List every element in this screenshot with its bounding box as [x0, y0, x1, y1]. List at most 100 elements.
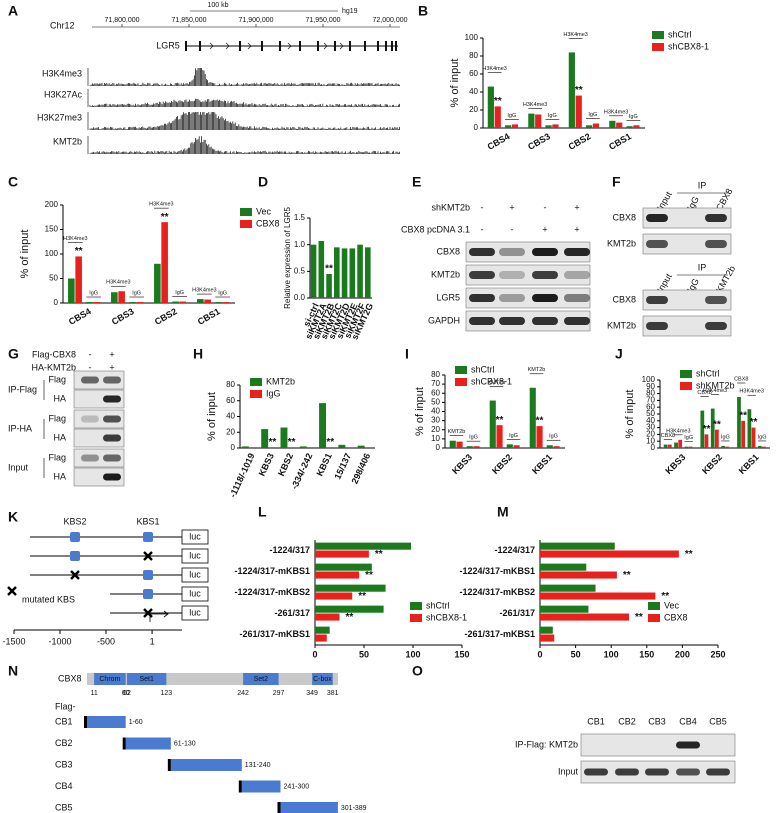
bar — [506, 444, 513, 448]
coordinate: 71,950,000 — [305, 17, 340, 24]
y-tick-label: 0 — [54, 298, 59, 307]
domain-end: 123 — [160, 690, 172, 697]
y-tick-label: 0 — [231, 443, 236, 452]
bar-annotation: KMT2b — [448, 429, 466, 435]
panel-label: I — [405, 346, 409, 362]
domain-start: 242 — [237, 690, 249, 697]
bar — [315, 634, 327, 642]
legend-label: CBX8 — [256, 218, 280, 228]
x-tick-label: 0 — [537, 649, 542, 659]
condition-sign: + — [574, 202, 579, 212]
exon — [391, 41, 393, 51]
bar — [616, 122, 623, 128]
bar — [334, 247, 340, 298]
band — [469, 317, 495, 325]
bar — [529, 387, 536, 448]
bar — [346, 447, 354, 448]
row-label: HA — [53, 471, 66, 481]
bar — [540, 626, 553, 634]
bar — [341, 248, 348, 298]
exon — [279, 41, 281, 51]
construct-name: CB2 — [55, 738, 73, 748]
significance: ** — [375, 549, 383, 560]
bar — [315, 626, 330, 634]
construct-name: CB3 — [55, 759, 73, 769]
significance: ** — [536, 416, 544, 427]
block-label: IP-Flag — [8, 384, 37, 394]
significance: ** — [494, 96, 502, 107]
y-tick-label: 0 — [474, 123, 479, 132]
exon — [185, 41, 187, 51]
bar-annotation: IgG — [548, 113, 557, 119]
domain-end: 60 — [122, 690, 130, 697]
exon — [261, 41, 263, 51]
row-label: KMT2b — [431, 269, 460, 279]
bar — [667, 444, 672, 448]
band — [103, 434, 121, 442]
bar — [540, 613, 629, 621]
axis-label: 1 — [150, 636, 155, 646]
track-label: H3K4me3 — [42, 68, 82, 78]
bar — [310, 244, 317, 298]
legend-swatch — [652, 43, 664, 51]
y-tick-label: 70 — [646, 396, 655, 405]
x-tick-label: 50 — [359, 649, 369, 659]
x-tick-label: 150 — [639, 649, 654, 659]
bar — [129, 302, 136, 303]
x-tick-label: 100 — [604, 649, 619, 659]
bar — [747, 409, 752, 448]
y-tick-label: -1224/317 — [494, 545, 535, 555]
y-tick-label: 50 — [646, 409, 655, 418]
row-label: HA — [53, 432, 66, 442]
bar — [700, 410, 705, 448]
bar — [585, 125, 593, 128]
bar-annotation: KMT2b — [528, 367, 546, 373]
bar-annotation: H3K4me3 — [63, 236, 87, 242]
y-tick-label: 80 — [469, 51, 478, 60]
bar — [540, 550, 679, 558]
bar-annotation: H3K4me3 — [192, 288, 216, 294]
bar — [357, 244, 363, 298]
bar-annotation: H3K4me3 — [523, 102, 547, 108]
x-tick-label: 100 — [405, 649, 420, 659]
y-tick-label: -261/317 — [274, 608, 310, 618]
condition-label: CBX8 pcDNA 3.1 — [401, 224, 470, 234]
row-label: LGR5 — [436, 292, 460, 302]
y-tick-label: 0 — [436, 443, 441, 452]
bar — [280, 427, 288, 448]
site-label: KBS2 — [63, 516, 86, 526]
band — [469, 248, 495, 256]
bar-annotation: H3K4me3 — [666, 428, 690, 434]
bar-annotation: CBX8 — [697, 390, 711, 396]
domain — [126, 673, 167, 685]
bar — [326, 274, 332, 298]
significance: ** — [288, 437, 296, 448]
bar — [75, 256, 82, 303]
bar-annotation: CBX8 — [734, 376, 748, 382]
y-tick-label: 40 — [226, 412, 235, 421]
bar-annotation: IgG — [469, 435, 478, 441]
bar — [315, 584, 386, 592]
condition-label: Flag-CBX8 — [32, 349, 76, 359]
condition-sign: - — [89, 349, 92, 359]
y-tick-label: 100 — [465, 33, 479, 42]
y-tick-label: 60 — [226, 396, 235, 405]
legend-swatch — [680, 382, 692, 390]
legend-label: shCtrl — [696, 368, 720, 378]
blot-strip — [73, 467, 125, 487]
domain-start: 62 — [123, 690, 131, 697]
construct-name: CB1 — [55, 716, 73, 726]
bar — [592, 123, 600, 128]
y-tick-label: 100 — [45, 249, 59, 258]
significance: ** — [635, 612, 643, 623]
band — [676, 768, 700, 776]
row-label: KMT2b — [607, 320, 636, 330]
bar — [326, 447, 334, 448]
legend-label: shCBX8-1 — [426, 612, 467, 622]
reporter-box — [181, 529, 209, 545]
block-label: IP-HA — [8, 423, 32, 433]
y-tick-label: 1.0 — [294, 240, 306, 249]
y-tick-label: -261/317 — [499, 608, 535, 618]
y-tick-label: 20 — [226, 427, 235, 436]
band — [499, 248, 525, 256]
